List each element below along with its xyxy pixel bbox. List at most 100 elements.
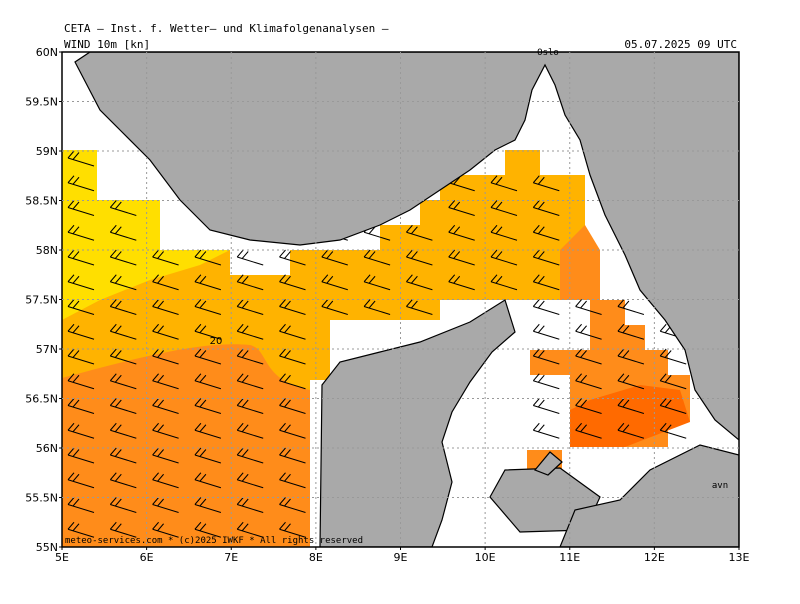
wind-barb [575,348,602,365]
wind-barb [67,323,95,340]
wind-barb [659,373,687,390]
wind-barb [194,373,222,390]
wind-barb [109,224,137,241]
lon-label: 8E [309,551,323,564]
wind-barb [109,497,137,513]
wind-barb [617,348,645,365]
wind-barb [363,249,391,266]
land-island [534,451,563,476]
wind-barb [448,249,475,266]
wind-barb [194,249,222,266]
wind-barb [575,422,602,439]
wind-barb [659,398,687,414]
wind-barb [617,398,645,414]
lat-label: 59N [36,145,58,158]
wind-barb [152,422,179,439]
wind-barb [279,497,306,513]
lon-label: 10E [475,551,496,564]
wind-barb [194,472,222,489]
wind-barb [194,398,222,414]
lon-label: 12E [644,551,665,564]
wind-barb [617,323,645,340]
wind-barb [152,521,179,538]
lat-label: 55N [36,541,58,554]
wind-barb [617,299,645,315]
wind-barb [194,274,222,291]
lat-label: 59.5N [25,96,58,109]
wind-barb [532,398,560,414]
wind-barb [279,398,306,414]
wind-barb [279,299,306,315]
wind-barb [194,447,222,464]
wind-barb [279,422,306,439]
wind-barb [406,224,433,241]
valid-time: 05.07.2025 09 UTC [624,38,737,51]
wind-barb [109,373,137,390]
lon-label: 13E [729,551,750,564]
wind-barb [575,373,602,390]
land-south-sweden [559,444,739,547]
wind-barb [490,274,518,291]
wind-barb [279,323,306,340]
wind-barb [363,299,391,315]
lon-label: 5E [55,551,69,564]
lat-label: 56.5N [25,393,58,406]
wind-barb [194,348,222,365]
wind-barb [236,373,264,390]
lat-label: 58N [36,244,58,257]
wind-barb [532,422,560,439]
lon-label: 6E [140,551,154,564]
wind-barb [279,274,306,291]
lat-label: 56N [36,442,58,455]
wind-barb [109,274,137,291]
wind-barb [532,373,560,390]
wind-barb [406,249,433,266]
wind-barb [67,521,95,538]
wind-barb [152,398,179,414]
lon-label: 11E [559,551,580,564]
lat-label: 60N [36,46,58,59]
lon-label: 9E [394,551,408,564]
wind-barb [532,175,560,192]
wind-barb [279,249,306,266]
header-title: CETA – Inst. f. Wetter– und Klimafolgena… [64,22,389,35]
wind-barb [321,249,348,266]
wind-barb [279,447,306,464]
wind-barb [236,422,264,439]
wind-barb [152,348,179,365]
wind-barb [279,521,306,538]
field-label: WIND 10m [kn] [64,38,150,51]
wind-zone-20 [62,344,310,547]
wind-barb [490,249,518,266]
wind-barb [617,422,645,439]
wind-barb [194,323,222,340]
footer-credit: meteo-services.com * (c)2025 IWKF * All … [65,536,363,546]
wind-barb [67,472,95,489]
wind-barb [659,422,687,439]
wind-zone-10 [62,150,230,320]
lat-label: 55.5N [25,492,58,505]
wind-barb [448,274,475,291]
wind-barb [448,224,475,241]
wind-barb [67,497,95,513]
wind-barb [236,447,264,464]
wind-barb [321,274,348,291]
wind-barb [67,200,95,216]
wind-barb [236,521,264,538]
wind-barb [575,398,602,414]
wind-barb [109,521,137,538]
wind-barb [236,249,264,266]
wind-barb [194,422,222,439]
wind-barb [109,299,137,315]
wind-barb [236,472,264,489]
wind-barb [67,175,95,192]
wind-barb [532,323,560,340]
wind-barb [152,447,179,464]
wind-barb [194,299,222,315]
wind-barb [67,348,95,365]
wind-barb [279,348,306,365]
wind-barb [67,224,95,241]
wind-barb [236,274,264,291]
wind-barb [490,224,518,241]
wind-barb [152,373,179,390]
